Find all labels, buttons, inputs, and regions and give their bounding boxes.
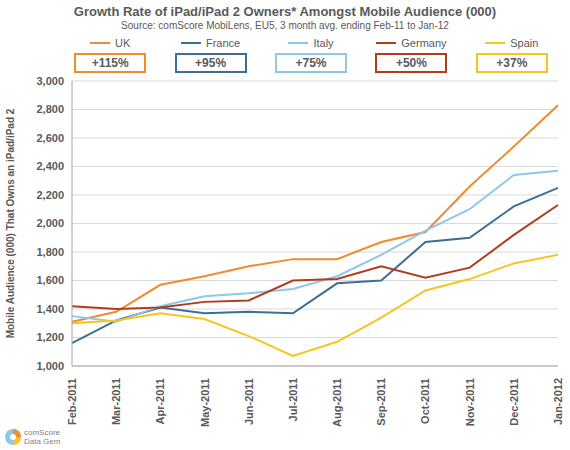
html-text:Growth Rate of iPad/iPad 2 Own: Growth Rate of iPad/iPad 2 Owners* Among… [73, 4, 497, 19]
svg-text:1,600: 1,600 [36, 274, 64, 286]
html-text:France: France [206, 37, 241, 49]
html-text:+37%: +37% [496, 56, 528, 70]
svg-text:2,200: 2,200 [36, 189, 64, 201]
svg-text:Feb-2011: Feb-2011 [66, 378, 78, 425]
svg-text:Jan-2012: Jan-2012 [552, 378, 564, 425]
svg-text:May-2011: May-2011 [199, 378, 211, 427]
html-text:Italy: Italy [313, 37, 334, 49]
svg-text:1,400: 1,400 [36, 303, 64, 315]
svg-text:Nov-2011: Nov-2011 [464, 378, 476, 426]
html-text:comScore: comScore [24, 428, 60, 437]
svg-text:Aug-2011: Aug-2011 [331, 378, 343, 427]
svg-text:2,800: 2,800 [36, 103, 64, 115]
svg-text:1,000: 1,000 [36, 360, 64, 372]
svg-text:Jun-2011: Jun-2011 [243, 378, 255, 425]
html-text:Source: comScore MobiLens, EU5: Source: comScore MobiLens, EU5, 3 month … [121, 20, 449, 31]
svg-text:2,000: 2,000 [36, 217, 64, 229]
svg-text:1,200: 1,200 [36, 331, 64, 343]
html-text:+50%: +50% [395, 56, 427, 70]
svg-text:Oct-2011: Oct-2011 [419, 378, 431, 424]
svg-text:2,600: 2,600 [36, 132, 64, 144]
html-text:Spain: Spain [510, 37, 539, 49]
svg-text:Mar-2011: Mar-2011 [110, 378, 122, 425]
svg-text:1,800: 1,800 [36, 246, 64, 258]
html-text:+95%: +95% [195, 56, 227, 70]
svg-text:2,400: 2,400 [36, 160, 64, 172]
svg-text:Apr-2011: Apr-2011 [154, 378, 166, 424]
svg-text:Dec-2011: Dec-2011 [508, 378, 520, 426]
svg-text:3,000: 3,000 [36, 75, 64, 87]
svg-text:Sep-2011: Sep-2011 [375, 378, 387, 426]
svg-text:Jul-2011: Jul-2011 [287, 378, 299, 421]
html-text:Germany: Germany [401, 37, 447, 49]
svg-text:Mobile Audience (000) That Own: Mobile Audience (000) That Owns an iPad/… [5, 108, 16, 338]
html-text:UK: UK [115, 37, 131, 49]
html-text:Data Gem: Data Gem [24, 437, 61, 446]
html-text:+75%: +75% [295, 56, 327, 70]
html-text:+115%: +115% [91, 56, 129, 70]
